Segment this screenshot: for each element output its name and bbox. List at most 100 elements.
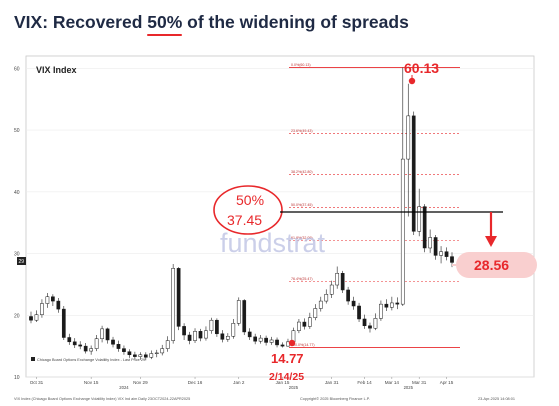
candle-body	[225, 336, 230, 340]
candle-body	[111, 339, 115, 345]
candle-body	[182, 326, 186, 336]
candle-body	[275, 339, 279, 346]
candle-body	[280, 344, 285, 347]
drop-arrow	[485, 212, 497, 247]
candle-body	[209, 319, 214, 331]
candle-body	[34, 314, 39, 321]
x-tick-label: Nov 15	[84, 380, 99, 385]
x-tick-label: Jan 15	[276, 380, 290, 385]
fifty-percent-label: 50%	[236, 192, 264, 208]
retracement-label: 0.0%(60.13)	[291, 63, 311, 67]
retracement-label: 61.8%(32.09)	[291, 236, 313, 240]
candle-body	[45, 296, 50, 304]
candle-body	[422, 206, 427, 249]
last-price-tag-text: 29	[19, 259, 25, 265]
candle-body	[122, 348, 126, 352]
candle-body	[417, 206, 422, 232]
y-tick-label: 40	[14, 190, 20, 196]
candle-body	[357, 305, 361, 320]
candle-body	[67, 337, 72, 343]
candle-body	[94, 338, 99, 349]
candle-body	[411, 115, 416, 232]
candle-body	[215, 319, 219, 335]
candle-body	[143, 354, 148, 358]
candle-body	[362, 318, 367, 327]
candle-body	[253, 336, 258, 342]
fifty-percent-value: 37.45	[227, 212, 262, 228]
candle-body	[138, 354, 143, 357]
low-annotation: 14.77 2/14/25	[269, 339, 304, 383]
candle-body	[89, 348, 93, 352]
current-value-pill	[456, 252, 537, 278]
axis-layer: 10 20 30 40 50 60 Oct 31 Nov 15 Nov 29 Dec 16 Jan …	[14, 66, 454, 390]
y-tick-label: 10	[14, 375, 20, 381]
candle-body	[307, 317, 312, 327]
title-highlight-text: 50%	[147, 12, 183, 32]
candle-body	[154, 352, 159, 354]
high-annotation: 60.13	[404, 60, 439, 85]
candle-body	[324, 294, 329, 302]
candle-layer	[29, 67, 454, 361]
candle-body	[258, 337, 263, 342]
candle-body	[242, 300, 247, 333]
candle-body	[176, 268, 181, 327]
grid-layer	[26, 68, 534, 378]
y-tick-label: 20	[14, 313, 20, 319]
candle-body	[390, 302, 394, 308]
title-underline	[147, 34, 183, 36]
last-price-tag	[17, 257, 26, 265]
candle-body	[100, 328, 104, 339]
x-tick-label: Mar 31	[412, 380, 427, 385]
x-tick-label: Oct 31	[30, 380, 44, 385]
slide-title: VIX: Recovered 50% of the widening of sp…	[14, 12, 409, 36]
candle-body	[368, 325, 372, 329]
candle-body	[220, 333, 225, 340]
candle-body	[297, 321, 301, 331]
candle-body	[335, 273, 340, 286]
retracement-label: 23.6%(49.43)	[291, 129, 313, 133]
candle-body	[193, 331, 197, 341]
candle-body	[83, 345, 88, 352]
candle-body	[133, 354, 137, 357]
x-tick-label: Feb 14	[357, 380, 372, 385]
current-value-callout: 28.56	[452, 252, 537, 278]
y-tick-label: 60	[14, 66, 20, 72]
candle-body	[127, 351, 132, 356]
candle-body	[78, 344, 83, 347]
candle-body	[264, 337, 268, 343]
candle-body	[56, 300, 61, 310]
low-date-label: 2/14/25	[269, 371, 304, 383]
retracement-layer: 0.0%(60.13) 23.6%(49.43) 38.2%(42.80) 50.0%…	[289, 63, 460, 349]
x-tick-label: Jan 31	[325, 380, 339, 385]
title-highlight: 50%	[147, 12, 183, 36]
footer-mid: Copyright© 2025 Bloomberg Finance L.P.	[300, 397, 370, 401]
candle-body	[346, 289, 350, 302]
candle-body	[302, 321, 307, 327]
candle-body	[384, 303, 389, 308]
candle-body	[204, 330, 208, 339]
candle-body	[340, 273, 345, 291]
current-value-label: 28.56	[474, 257, 509, 273]
candle-body	[406, 115, 411, 160]
panel-title: VIX Index	[36, 65, 77, 75]
candle-body	[116, 344, 121, 349]
retracement-label: 76.4%(25.47)	[291, 277, 313, 281]
candle-body	[450, 256, 454, 263]
candle-body	[198, 331, 203, 339]
x-year-label: 2024	[119, 385, 129, 390]
high-value-label: 60.13	[404, 60, 439, 76]
y-tick-label: 50	[14, 128, 20, 134]
candle-body	[105, 328, 110, 341]
candle-body	[400, 158, 405, 305]
title-before: VIX: Recovered	[14, 12, 148, 32]
candle-body	[444, 251, 449, 257]
candle-body	[171, 268, 176, 341]
candle-body	[247, 331, 252, 338]
candle-body	[40, 303, 44, 315]
x-tick-label: Apr 15	[440, 380, 454, 385]
candle-body	[160, 348, 165, 354]
candle-body	[72, 341, 77, 346]
candle-body	[61, 308, 66, 338]
title-after: of the widening of spreads	[182, 12, 409, 32]
